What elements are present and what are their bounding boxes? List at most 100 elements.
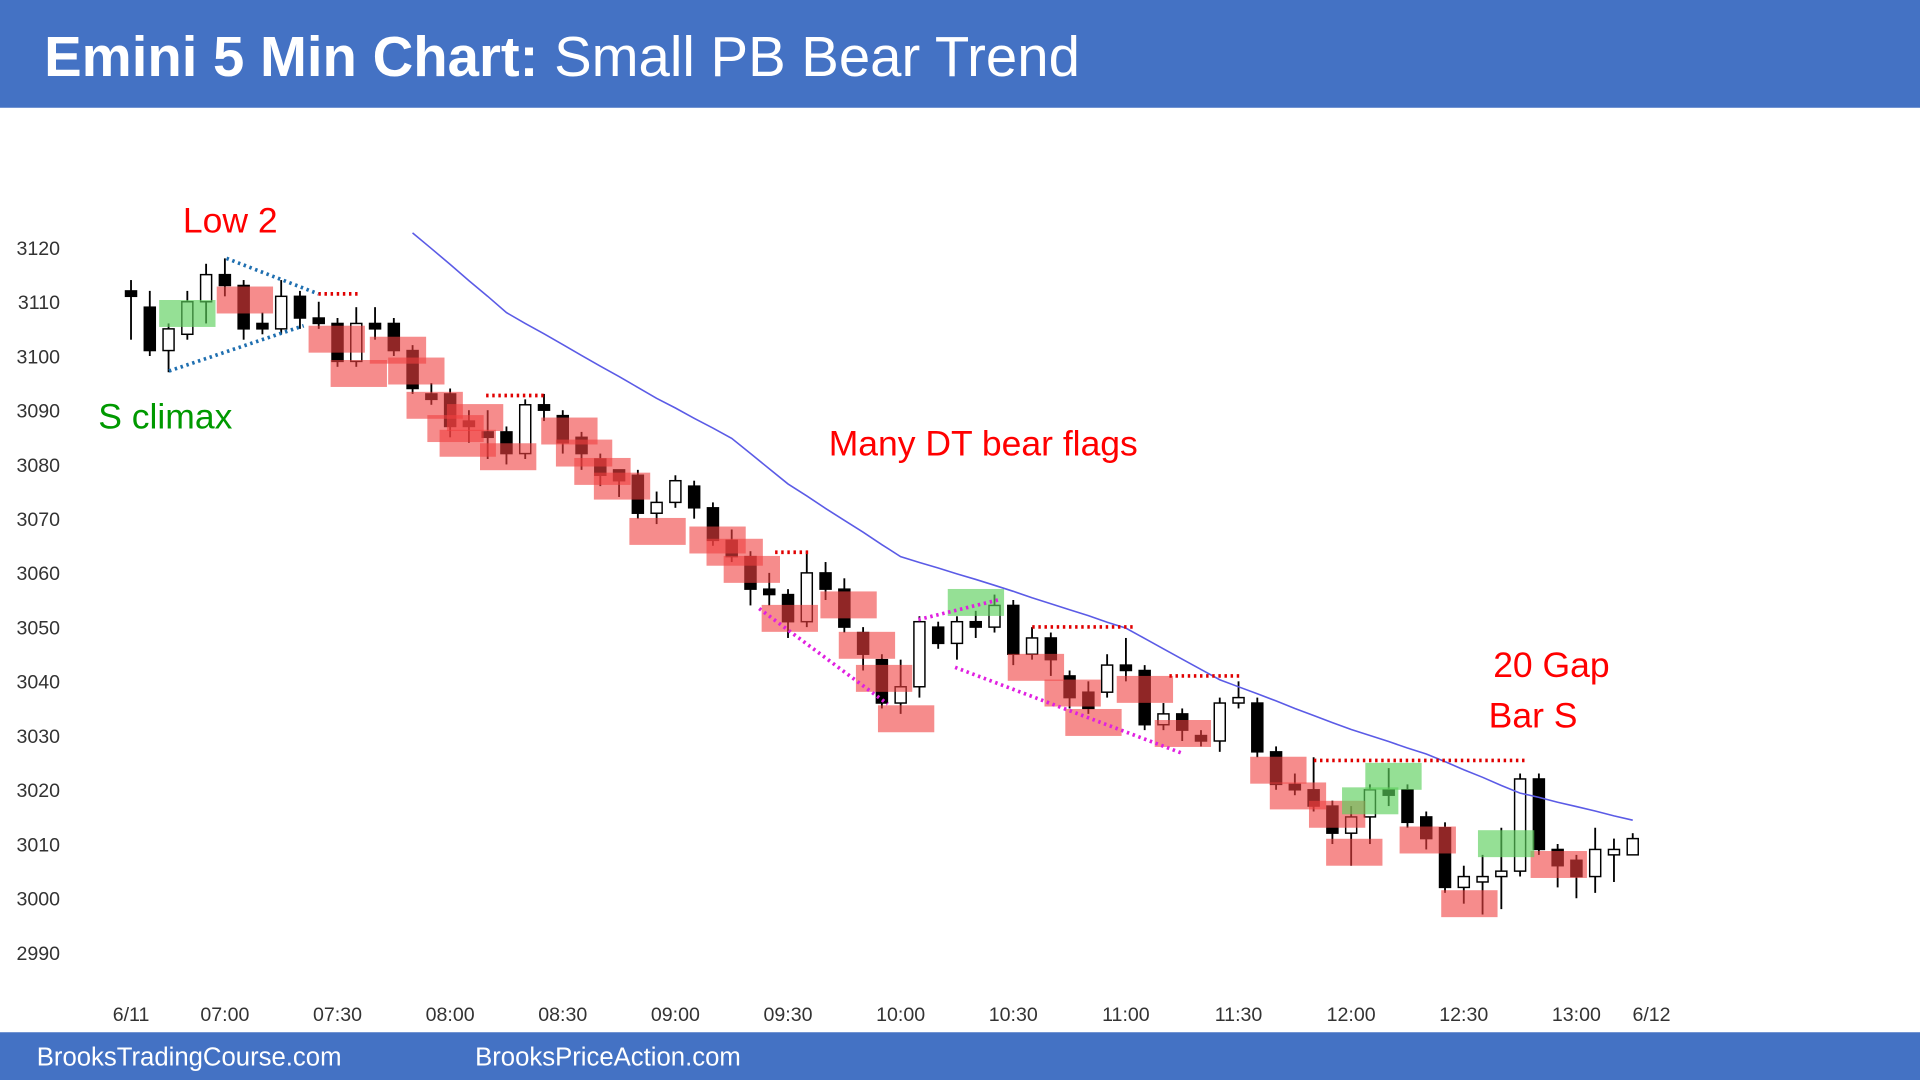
- subtitle: Small PB Bear Trend: [554, 25, 1080, 88]
- bear-highlight: [1065, 708, 1122, 736]
- candle-body: [650, 501, 663, 514]
- guide-line: [168, 323, 305, 373]
- candle-body: [1251, 702, 1264, 753]
- candle-body: [1025, 637, 1039, 655]
- bear-highlight: [446, 404, 504, 432]
- bear-highlight: [838, 631, 896, 659]
- candle-body: [293, 295, 307, 319]
- bull-highlight: [1365, 762, 1422, 790]
- candle-body: [143, 306, 157, 352]
- y-tick-label: 3010: [16, 834, 60, 856]
- bear-highlight: [1250, 756, 1307, 784]
- candle-body: [1513, 778, 1527, 872]
- x-tick-label: 08:30: [538, 1004, 587, 1026]
- candle-body: [1401, 789, 1414, 824]
- bear-highlight: [216, 286, 274, 314]
- x-tick-label: 12:30: [1439, 1004, 1488, 1026]
- candle-body: [669, 479, 682, 504]
- header-bar: [0, 0, 1920, 108]
- bull-highlight: [159, 300, 216, 327]
- bull-highlight: [1342, 787, 1399, 815]
- candle-body: [1476, 875, 1489, 883]
- bear-highlight: [388, 357, 445, 385]
- y-tick-label: 2990: [16, 943, 60, 965]
- candle-body: [1532, 778, 1546, 851]
- x-tick-label: 09:00: [651, 1004, 700, 1026]
- candle-body: [162, 328, 175, 352]
- candle-body: [969, 620, 982, 628]
- annotation: Bar S: [1489, 695, 1578, 735]
- bear-highlight: [629, 517, 686, 545]
- x-tick-label: 6/12: [1632, 1004, 1670, 1026]
- annotation: Low 2: [183, 201, 278, 241]
- candle-body: [1119, 664, 1133, 672]
- candle-body: [199, 273, 213, 303]
- candle-body: [931, 626, 945, 645]
- bear-highlight: [308, 325, 365, 353]
- candle-body: [1626, 837, 1639, 856]
- candle-body: [1457, 875, 1471, 889]
- bear-highlight: [1044, 679, 1101, 707]
- guide-line: [225, 256, 320, 296]
- candle-body: [1232, 696, 1245, 704]
- plot-area: 2990 3000 3010 3020 3030 3040 3050 3060 3070 3080…: [16, 201, 1670, 1027]
- bear-highlight: [1154, 720, 1212, 747]
- candle-body: [274, 295, 288, 330]
- footer-left: BrooksTradingCourse.com: [37, 1043, 342, 1071]
- moving-average: [412, 232, 1633, 821]
- bear-highlight: [1116, 675, 1174, 703]
- candle-body: [124, 290, 138, 298]
- annotation: S climax: [98, 397, 232, 437]
- candle-body: [312, 317, 325, 325]
- y-tick-label: 3080: [16, 455, 60, 477]
- guide-line: [917, 598, 999, 622]
- bear-highlight: [1441, 890, 1498, 918]
- bear-highlight: [480, 443, 537, 471]
- x-tick-label: 6/11: [113, 1004, 150, 1026]
- x-tick-label: 13:00: [1552, 1004, 1601, 1026]
- bear-highlight: [330, 360, 387, 387]
- y-tick-label: 3070: [16, 509, 60, 531]
- candle-body: [537, 404, 551, 411]
- guide-line: [758, 607, 889, 706]
- annotation: 20 Gap: [1493, 645, 1609, 685]
- y-tick-label: 3050: [16, 617, 60, 639]
- bear-highlight: [1399, 826, 1456, 854]
- x-tick-label: 08:00: [426, 1004, 475, 1026]
- candle-body: [218, 273, 232, 287]
- candle-body: [1607, 848, 1621, 856]
- candle-body: [1588, 848, 1602, 878]
- bull-highlight: [947, 588, 1005, 616]
- y-tick-label: 3040: [16, 672, 60, 694]
- candle-body: [763, 588, 776, 596]
- y-tick-label: 3100: [16, 346, 60, 368]
- y-tick-label: 3110: [18, 292, 60, 314]
- x-tick-label: 10:00: [876, 1004, 925, 1026]
- y-tick-label: 3120: [16, 238, 60, 260]
- x-tick-label: 09:30: [764, 1004, 813, 1026]
- y-tick-label: 3000: [16, 889, 60, 911]
- bear-highlight: [593, 472, 651, 500]
- y-tick-label: 3030: [16, 726, 60, 748]
- candle-body: [1495, 870, 1508, 878]
- x-tick-label: 07:30: [313, 1004, 362, 1026]
- footer-right: BrooksPriceAction.com: [475, 1043, 741, 1071]
- candle-body: [950, 620, 964, 645]
- bear-highlight: [1326, 838, 1383, 866]
- candle-body: [368, 322, 382, 330]
- footer-bar: [0, 1032, 1920, 1080]
- candle-body: [256, 322, 269, 330]
- candle-body: [1100, 664, 1114, 693]
- candle-body: [819, 572, 832, 590]
- x-tick-label: 07:00: [200, 1004, 249, 1026]
- candle-body: [687, 485, 701, 509]
- bear-highlight: [877, 705, 935, 733]
- x-tick-label: 11:30: [1215, 1004, 1263, 1026]
- x-tick-label: 12:00: [1327, 1004, 1376, 1026]
- bear-highlight: [820, 591, 877, 619]
- y-tick-label: 3020: [16, 780, 60, 802]
- bear-highlight: [761, 604, 818, 632]
- y-tick-label: 3090: [16, 401, 60, 423]
